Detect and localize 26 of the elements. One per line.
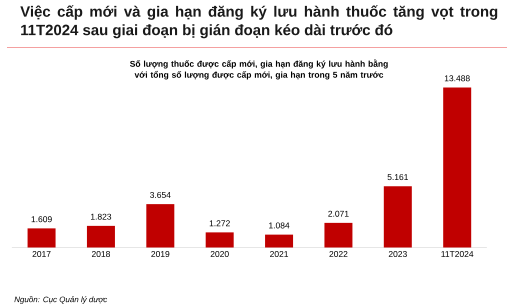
x-tick-label: 2017 bbox=[32, 251, 51, 258]
x-tick-label: 2023 bbox=[388, 251, 407, 258]
data-label: 1.609 bbox=[32, 216, 52, 222]
data-label: 3.654 bbox=[150, 192, 171, 198]
x-tick-label: 2022 bbox=[329, 251, 348, 258]
data-label: 5.161 bbox=[388, 174, 408, 180]
bar bbox=[206, 232, 234, 248]
x-tick-label: 2018 bbox=[92, 251, 110, 258]
bar bbox=[86, 226, 115, 248]
data-label: 1.272 bbox=[210, 220, 230, 226]
data-label: 13.488 bbox=[444, 75, 470, 82]
bar bbox=[146, 204, 174, 248]
bar bbox=[265, 234, 294, 248]
data-label: 1.823 bbox=[90, 214, 112, 220]
chart-title: Việc cấp mới và gia hạn đăng ký lưu hành thuốc tăng vọt trong 11T2024 sau giai đoạn bị gián đoạn kéo dài trước đó bbox=[20, 5, 498, 38]
data-label: 2.071 bbox=[328, 210, 349, 217]
x-tick-label: 2019 bbox=[151, 251, 170, 258]
data-label: 1.084 bbox=[269, 222, 290, 228]
bar bbox=[28, 228, 56, 248]
x-tick-label: 2020 bbox=[210, 251, 229, 258]
bar bbox=[443, 88, 472, 248]
bar bbox=[324, 222, 352, 248]
chart-subtitle: Số lượng thuốc được cấp mới, gia hạn đăng ký lưu hành bằng với tổng số lượng được cấp mới, gia hạn trong 5 năm trước bbox=[130, 59, 388, 80]
bar bbox=[384, 186, 412, 248]
x-tick-label: 11T2024 bbox=[441, 251, 474, 258]
x-tick-label: 2021 bbox=[270, 251, 288, 258]
